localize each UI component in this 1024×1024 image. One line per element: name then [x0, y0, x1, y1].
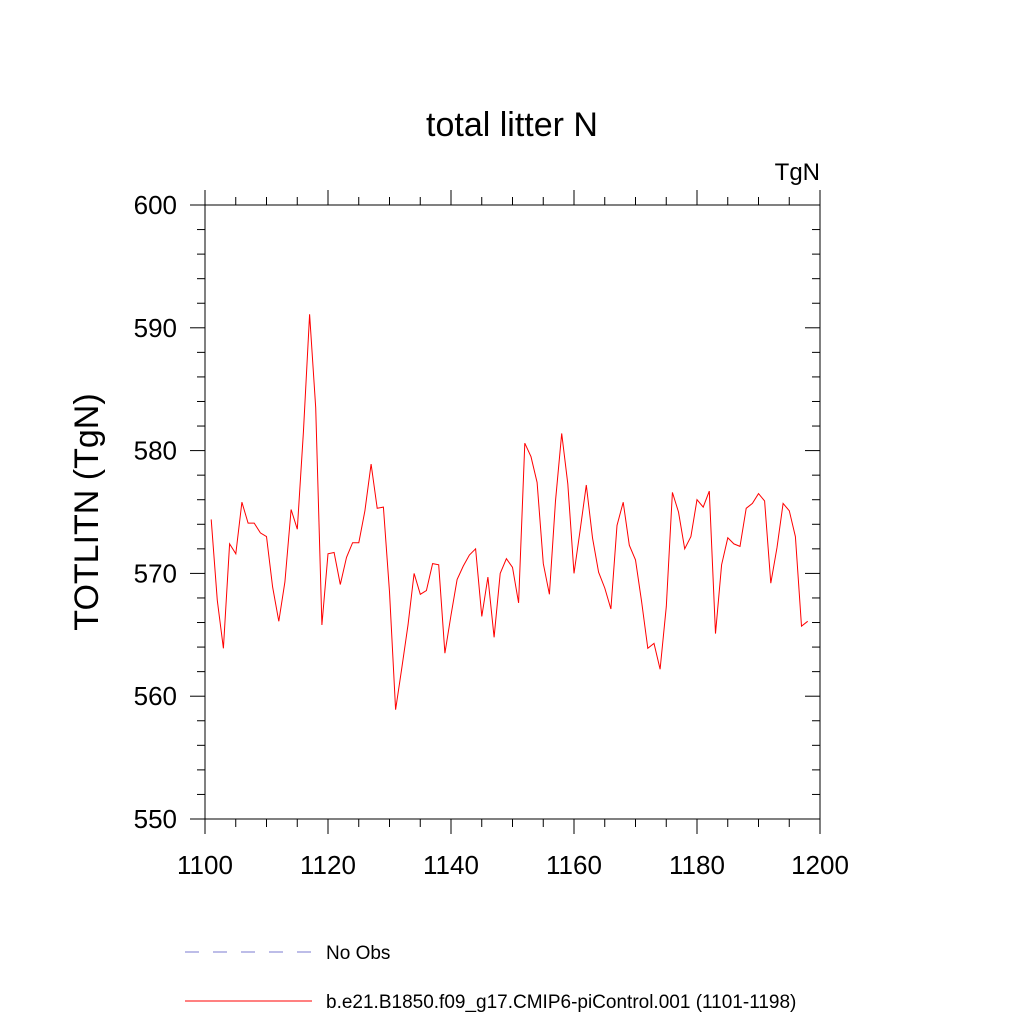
legend-label-no-obs: No Obs [326, 943, 390, 964]
x-tick-label: 1180 [669, 850, 725, 880]
y-tick-label: 590 [134, 313, 177, 343]
x-tick-label: 1120 [300, 850, 356, 880]
y-tick-label: 560 [134, 681, 177, 711]
series-line-1 [210, 314, 809, 710]
units-label: TgN [775, 159, 820, 186]
x-tick-label: 1100 [177, 850, 233, 880]
y-tick-label: 600 [134, 190, 177, 220]
legend-label-picontrol: b.e21.B1850.f09_g17.CMIP6-piControl.001 … [326, 992, 796, 1013]
axis-ticks [190, 190, 821, 834]
y-tick-label: 550 [134, 804, 177, 834]
plot-frame [204, 204, 821, 820]
legend: No Obs b.e21.B1850.f09_g17.CMIP6-piContr… [185, 943, 796, 1013]
y-tick-label: 580 [134, 436, 177, 466]
y-axis-label: TOTLITN (TgN) [68, 393, 106, 630]
series-lines [210, 314, 809, 710]
x-tick-label: 1200 [791, 850, 849, 880]
y-tick-label: 570 [134, 558, 177, 588]
x-tick-label: 1140 [423, 850, 479, 880]
chart-title: total litter N [426, 106, 598, 144]
x-tick-label: 1160 [546, 850, 602, 880]
axis-tick-labels: 550 560 570 580 590 600 1100 1120 1140 1160 1180 12… [134, 190, 849, 880]
